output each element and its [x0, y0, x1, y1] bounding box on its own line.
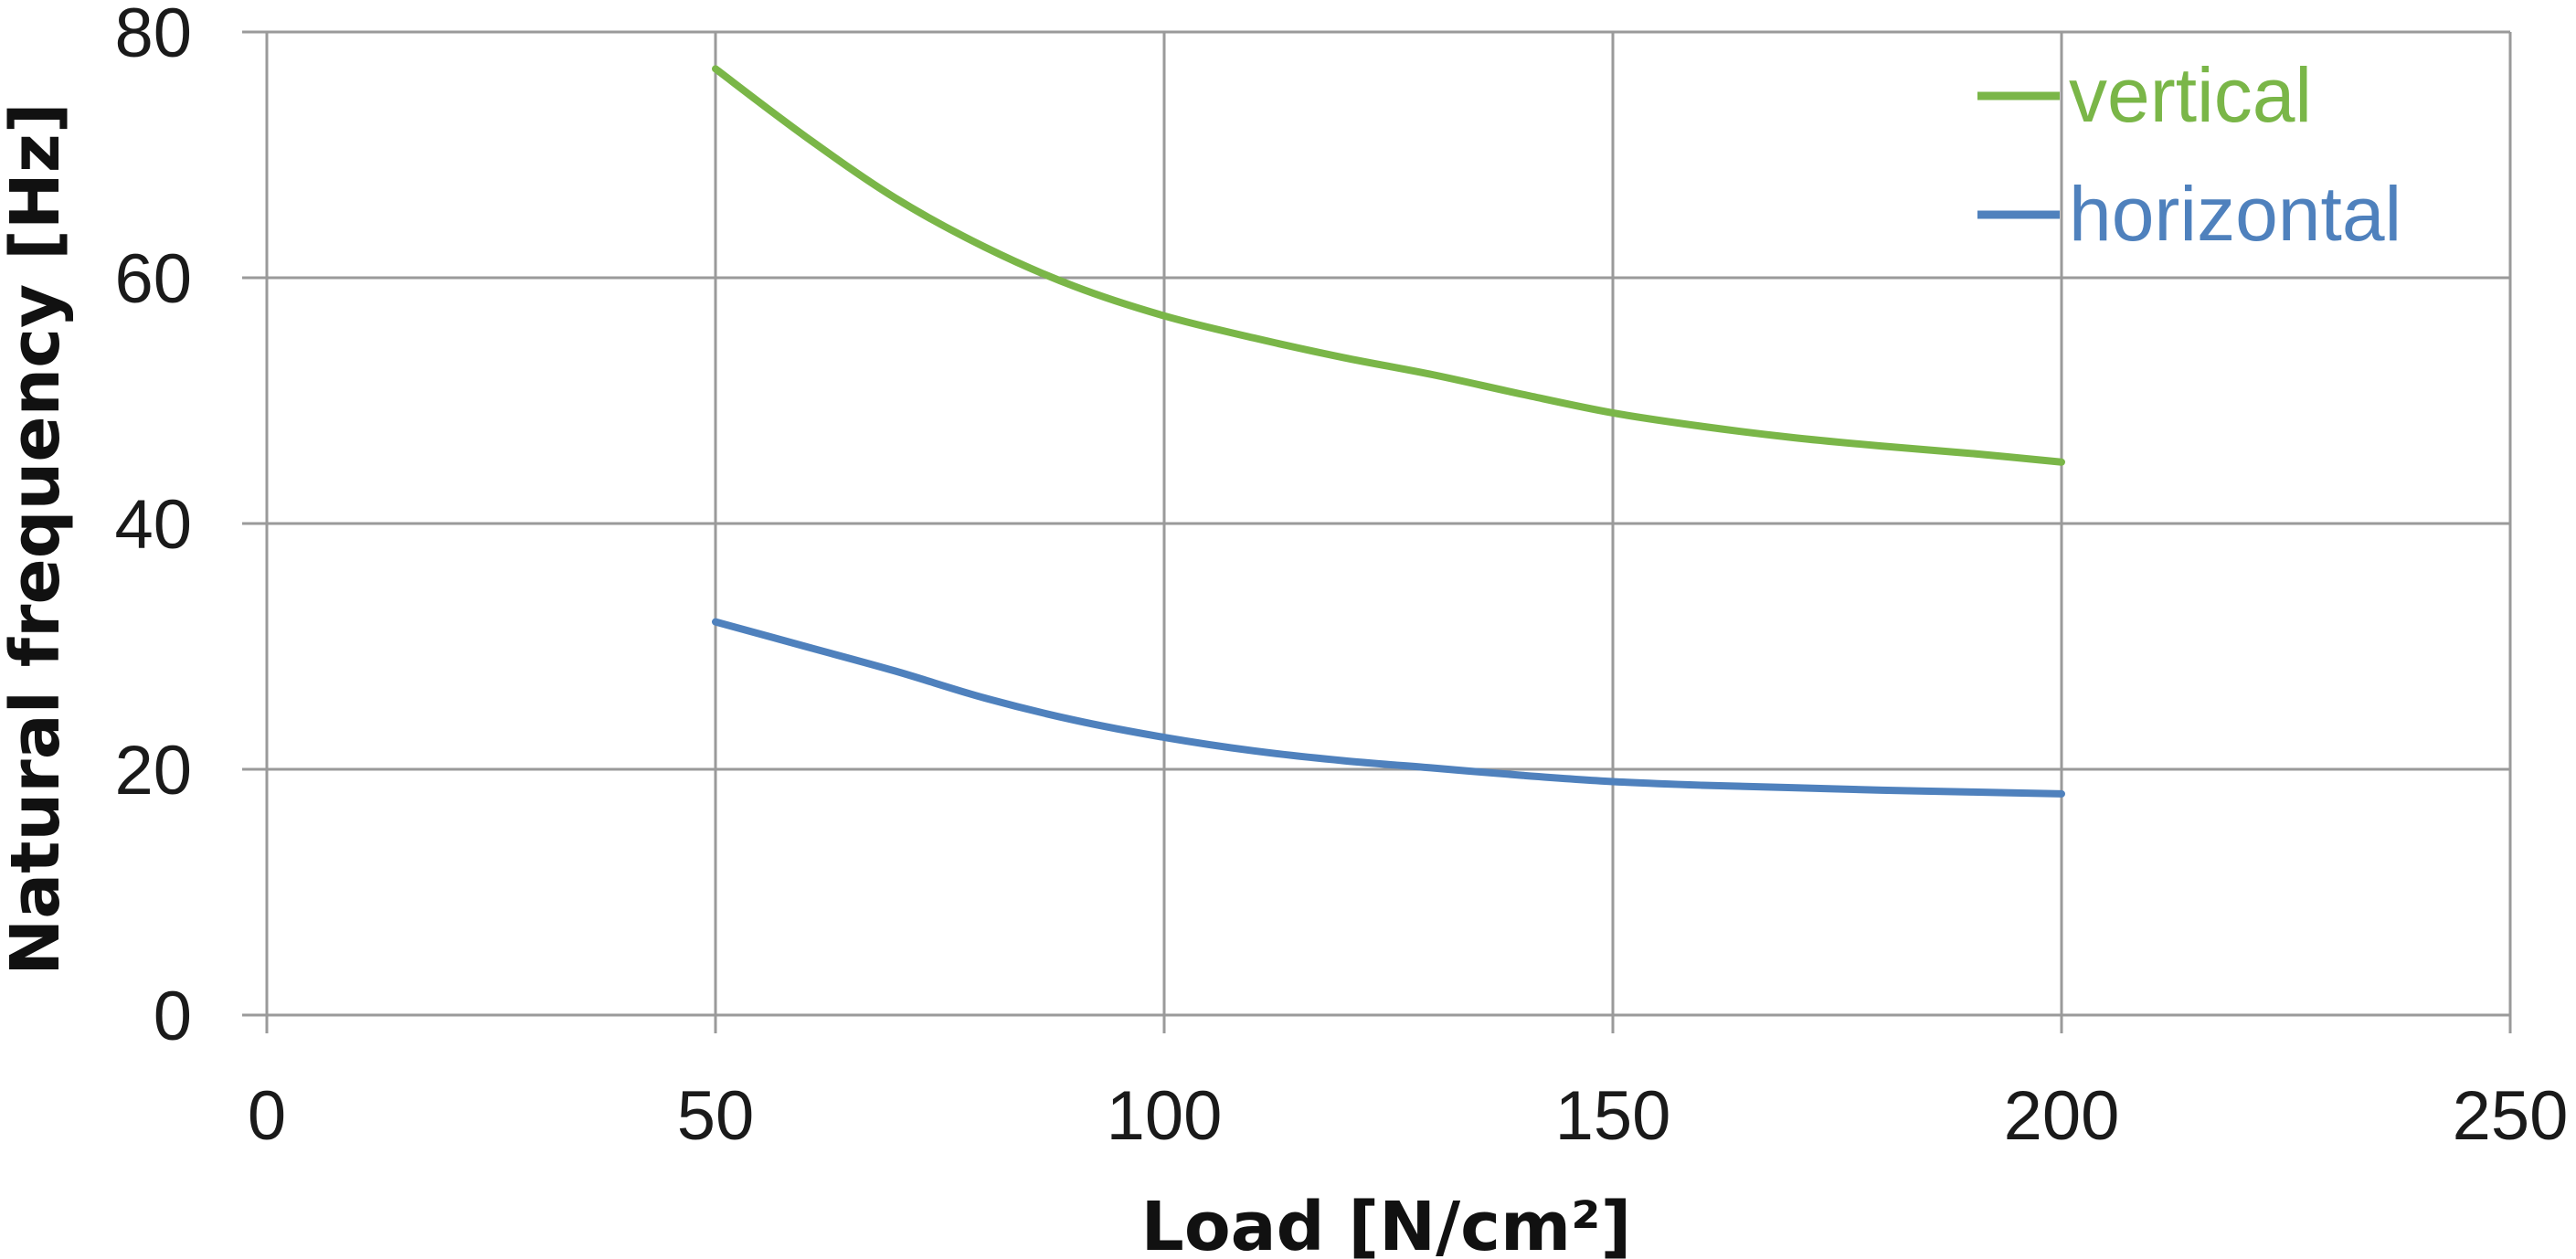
y-axis-title: Natural frequency [Hz] [0, 102, 75, 975]
legend-label-vertical: vertical [2069, 52, 2312, 138]
plot-area [712, 65, 2065, 798]
legend: vertical horizontal [1977, 52, 2401, 257]
y-tick-label: 20 [114, 732, 192, 809]
y-tick-label: 0 [154, 978, 192, 1055]
x-tick-label: 100 [1107, 1077, 1223, 1155]
series-line-vertical [712, 65, 2065, 466]
legend-label-horizontal: horizontal [2069, 171, 2401, 257]
grid [242, 30, 2512, 1033]
x-axis-title: Load [N/cm²] [1141, 1188, 1632, 1259]
y-tick-label: 80 [114, 0, 192, 72]
x-tick-label: 250 [2453, 1077, 2569, 1155]
x-tick-label: 200 [2004, 1077, 2120, 1155]
x-tick-label: 50 [677, 1077, 755, 1155]
series-line-horizontal [712, 618, 2065, 798]
axes: 0 50 100 150 200 250 0 20 40 60 80 [114, 0, 2568, 1155]
y-tick-label: 40 [114, 486, 192, 564]
x-tick-label: 0 [248, 1077, 286, 1155]
y-tick-label: 60 [114, 240, 192, 318]
x-tick-label: 150 [1555, 1077, 1671, 1155]
